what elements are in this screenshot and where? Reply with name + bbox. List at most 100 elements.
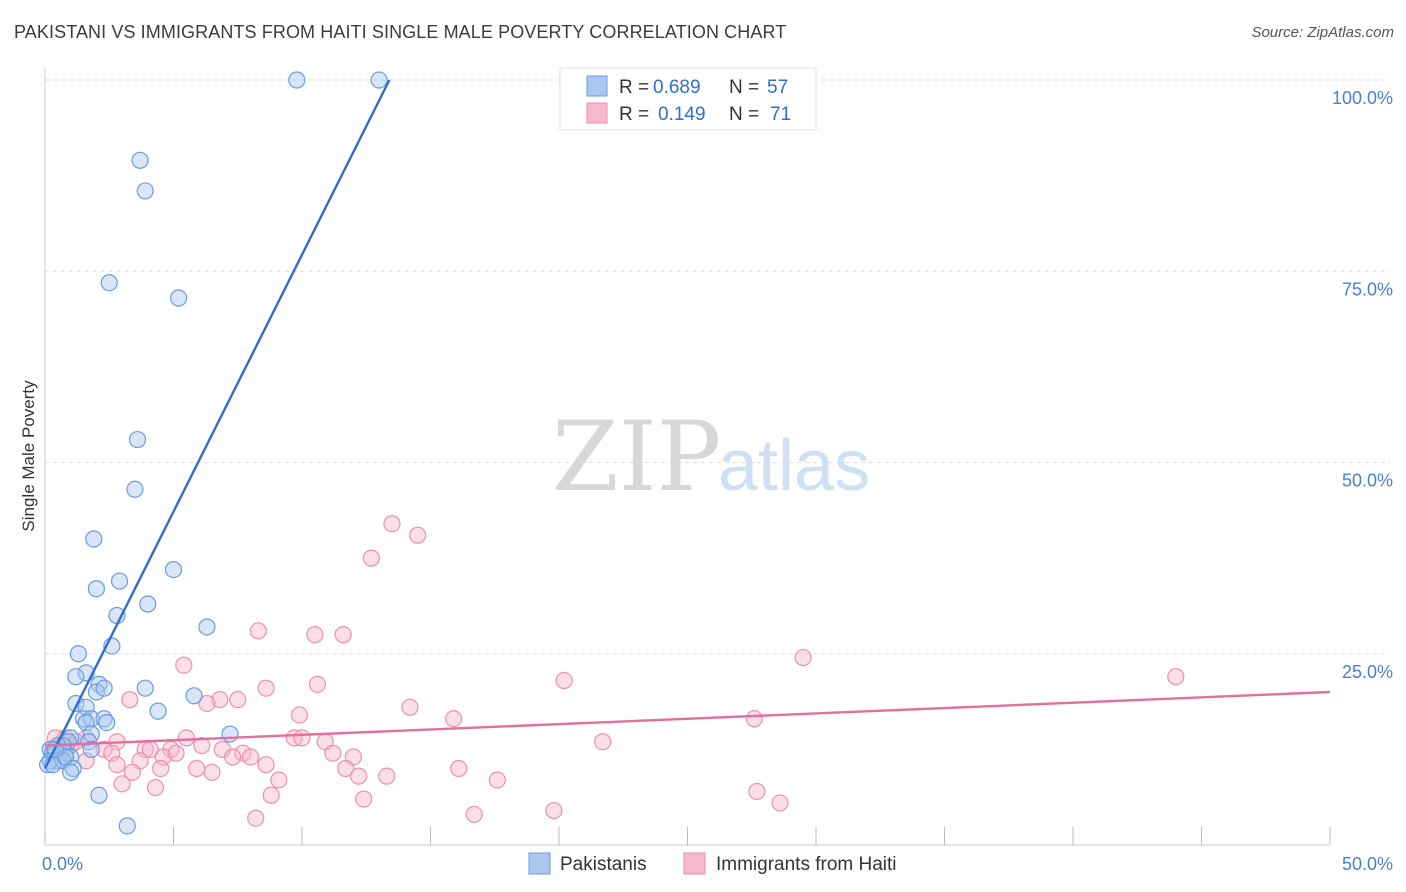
haiti-point-0 — [383, 515, 401, 533]
legend-r-label-1: R = — [619, 77, 649, 98]
haiti-point-44 — [188, 759, 206, 778]
haiti-point-10 — [308, 675, 327, 693]
haiti-point-3 — [249, 622, 267, 640]
trend-lines — [43, 79, 1331, 770]
pakistani-point-19 — [136, 679, 154, 697]
haiti-point-34 — [167, 744, 185, 762]
legend-n-value-1: 57 — [767, 77, 788, 98]
pakistani-point-54 — [90, 786, 108, 804]
haiti-point-20 — [177, 729, 195, 747]
pakistani-point-23 — [185, 687, 203, 705]
haiti-point-8 — [1167, 668, 1185, 686]
trend-line-pakistanis — [43, 79, 391, 770]
pakistani-point-26 — [149, 702, 167, 720]
haiti-point-11 — [257, 679, 275, 697]
watermark-zip: ZIP — [552, 401, 721, 513]
legend-r-value-2: 0.149 — [658, 104, 706, 125]
haiti-point-14 — [229, 691, 247, 709]
haiti-point-36 — [242, 748, 260, 766]
pakistani-point-6 — [128, 430, 147, 449]
haiti-point-6 — [794, 648, 812, 667]
legend: R = 0.689 N = 57 R = 0.149 N = 71 — [559, 67, 817, 131]
pakistani-point-5 — [170, 289, 188, 307]
legend-n-label-1: N = — [729, 77, 759, 98]
x-tick-labels: 0.0% 50.0% — [42, 854, 1393, 874]
pakistani-point-2 — [131, 151, 149, 169]
chart-title: PAKISTANI VS IMMIGRANTS FROM HAITI SINGL… — [14, 22, 787, 42]
pakistani-point-18 — [67, 668, 85, 686]
haiti-point-9 — [555, 671, 573, 690]
pakistani-point-30 — [98, 713, 116, 732]
haiti-point-35 — [234, 744, 252, 762]
haiti-point-30 — [95, 740, 113, 758]
haiti-point-17 — [445, 710, 463, 728]
haiti-point-37 — [224, 748, 242, 766]
pakistani-point-0 — [288, 71, 306, 89]
haiti-point-52 — [488, 771, 506, 789]
pakistani-point-44 — [82, 740, 100, 758]
haiti-point-50 — [378, 767, 396, 785]
haiti-point-58 — [748, 782, 766, 801]
pakistani-point-9 — [164, 560, 183, 579]
haiti-point-55 — [146, 779, 165, 797]
haiti-point-5 — [334, 626, 352, 644]
watermark: ZIP atlas — [552, 401, 870, 513]
haiti-point-60 — [545, 801, 563, 820]
haiti-point-47 — [123, 763, 141, 781]
pakistani-point-22 — [95, 679, 113, 697]
y-tick-label-3: 100.0% — [1332, 88, 1393, 108]
legend-r-label-2: R = — [619, 104, 649, 125]
source-label: Source: ZipAtlas.com — [1251, 24, 1394, 41]
haiti-point-27 — [193, 736, 211, 755]
pakistani-point-11 — [87, 580, 106, 598]
haiti-point-24 — [594, 733, 612, 751]
haiti-point-49 — [349, 767, 368, 785]
pakistani-point-12 — [139, 595, 157, 613]
haiti-point-7 — [175, 656, 193, 674]
haiti-point-4 — [306, 626, 324, 644]
haiti-point-43 — [152, 759, 170, 778]
haiti-point-19 — [745, 710, 763, 728]
pakistani-point-8 — [85, 530, 103, 548]
bottom-legend-pakistanis: Pakistanis — [560, 854, 647, 875]
pakistani-point-16 — [69, 645, 88, 663]
bottom-legend: Pakistanis Immigrants from Haiti — [528, 852, 897, 875]
haiti-point-18 — [290, 706, 309, 724]
haiti-point-2 — [362, 549, 380, 567]
pakistani-point-55 — [118, 817, 136, 835]
haiti-point-46 — [337, 759, 355, 778]
legend-r-value-1: 0.689 — [653, 77, 701, 98]
y-tick-label-1: 50.0% — [1342, 471, 1393, 491]
pakistani-point-53 — [62, 763, 80, 781]
haiti-point-61 — [465, 805, 483, 824]
pakistani-point-14 — [198, 618, 216, 636]
legend-swatch-blue — [586, 75, 608, 97]
haiti-point-12 — [121, 691, 139, 709]
trend-line-haiti — [44, 690, 1331, 747]
haiti-point-51 — [450, 759, 468, 778]
legend-n-label-2: N = — [729, 104, 759, 125]
bottom-legend-swatch-haiti — [683, 852, 706, 875]
series-haiti-points — [44, 515, 1185, 827]
haiti-point-62 — [247, 809, 265, 827]
grid-lines — [45, 79, 1390, 655]
haiti-point-16 — [401, 698, 419, 716]
pakistani-point-4 — [100, 274, 118, 292]
haiti-point-48 — [203, 763, 221, 781]
bottom-legend-swatch-pakistanis — [528, 852, 551, 875]
axes — [44, 68, 1331, 846]
pakistani-point-7 — [126, 480, 144, 498]
y-tick-labels: 25.0% 50.0% 75.0% 100.0% — [1332, 88, 1393, 682]
legend-n-value-2: 71 — [770, 104, 791, 125]
haiti-point-59 — [771, 794, 789, 812]
pakistani-point-3 — [136, 182, 154, 200]
y-tick-label-2: 75.0% — [1342, 279, 1393, 299]
x-tick-label-0: 0.0% — [42, 854, 83, 874]
pakistani-point-10 — [110, 572, 129, 590]
legend-swatch-pink — [586, 102, 608, 124]
pakistani-point-1 — [370, 71, 388, 89]
y-axis-title: Single Male Poverty — [19, 380, 38, 532]
pakistani-point-21 — [87, 683, 106, 701]
haiti-point-1 — [409, 526, 427, 544]
